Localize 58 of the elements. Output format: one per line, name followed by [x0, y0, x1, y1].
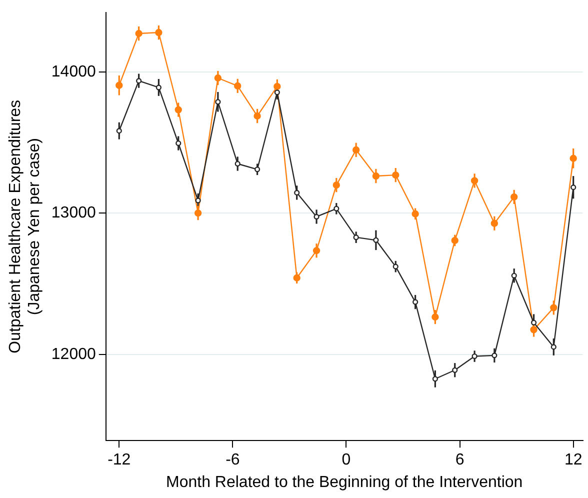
point: [293, 274, 300, 282]
point: [136, 78, 142, 84]
point: [234, 160, 240, 167]
point: [214, 74, 222, 82]
point: [432, 376, 438, 382]
point: [412, 210, 419, 218]
x-tick-label: 12: [564, 452, 582, 469]
point: [254, 112, 261, 120]
point: [511, 272, 517, 278]
point: [412, 299, 418, 305]
point: [254, 166, 260, 172]
point: [372, 172, 380, 180]
point: [452, 367, 458, 373]
point: [156, 84, 162, 90]
point: [470, 177, 478, 184]
point: [550, 304, 558, 312]
point: [314, 214, 320, 220]
y-axis-title: Outpatient Healthcare Expenditures (Japanese Yen per case): [7, 100, 44, 354]
point: [215, 99, 221, 105]
point: [492, 352, 498, 358]
point: [570, 154, 577, 162]
point: [195, 198, 201, 204]
point: [550, 344, 556, 350]
y-tick-label: 14000: [51, 63, 96, 80]
point: [312, 247, 320, 254]
point: [472, 353, 478, 360]
point: [135, 30, 142, 38]
point: [530, 326, 538, 334]
y-tick-label: 13000: [51, 204, 96, 222]
point: [530, 320, 537, 326]
x-tick-label: 6: [455, 452, 464, 469]
x-tick-label: 0: [342, 452, 351, 469]
point: [392, 264, 398, 270]
x-axis-title: Month Related to the Beginning of the Intervention: [166, 474, 523, 491]
point: [234, 82, 242, 90]
point: [353, 234, 359, 240]
point: [392, 171, 400, 179]
point: [176, 140, 182, 146]
point: [155, 28, 162, 36]
point: [174, 106, 182, 114]
point: [451, 236, 458, 244]
point: [116, 82, 123, 89]
point: [294, 190, 300, 196]
point: [334, 206, 340, 212]
point: [432, 313, 439, 321]
point: [116, 128, 122, 134]
x-tick-label: -6: [226, 452, 240, 469]
point: [194, 209, 202, 217]
point: [570, 184, 576, 190]
point: [352, 146, 360, 154]
point: [332, 181, 340, 189]
point: [510, 193, 518, 201]
point: [274, 82, 281, 90]
point: [490, 220, 498, 227]
y-tick-label: 12000: [51, 346, 96, 363]
point: [373, 237, 379, 243]
x-tick-label: -12: [108, 452, 131, 469]
point: [274, 90, 280, 96]
